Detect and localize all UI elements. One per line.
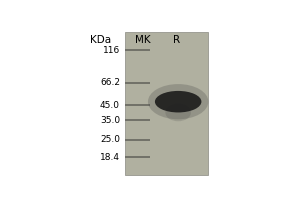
Bar [125, 49, 150, 51]
Text: R: R [173, 35, 181, 45]
Ellipse shape [165, 104, 191, 121]
Text: KDa: KDa [90, 35, 111, 45]
Bar [125, 139, 150, 141]
Ellipse shape [155, 91, 201, 112]
Text: MK: MK [136, 35, 151, 45]
Text: 116: 116 [103, 46, 120, 55]
Text: 35.0: 35.0 [100, 116, 120, 125]
Ellipse shape [148, 84, 208, 119]
Text: 25.0: 25.0 [100, 135, 120, 144]
Bar [125, 156, 150, 158]
Text: 45.0: 45.0 [100, 101, 120, 110]
Bar [125, 32, 208, 175]
Text: 18.4: 18.4 [100, 153, 120, 162]
Bar [125, 119, 150, 121]
Bar [125, 104, 150, 106]
Text: 66.2: 66.2 [100, 78, 120, 87]
Bar [125, 82, 150, 84]
